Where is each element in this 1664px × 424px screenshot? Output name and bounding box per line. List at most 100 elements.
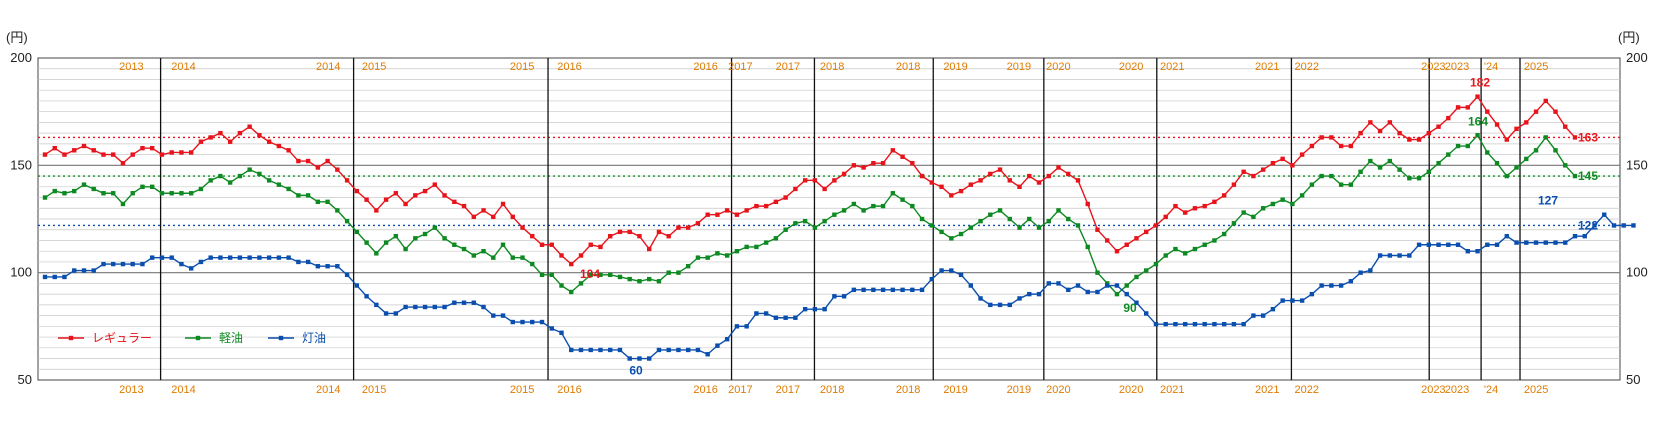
series-point [793,186,798,192]
year-label-top: 2016 [693,61,717,73]
series-point [247,124,252,129]
series-point [237,255,243,260]
series-point [1397,167,1402,172]
legend-marker [68,335,74,341]
series-point [169,255,174,260]
series-point [1290,298,1295,303]
series-point [939,268,944,273]
series-point [929,223,935,228]
value-annotation: 163 [1578,130,1598,144]
series-point [374,251,379,256]
series-point [500,242,506,247]
year-label-top: 2020 [1119,61,1143,73]
series-point [111,191,116,196]
series-point [910,287,915,293]
series-point [666,347,671,353]
series-group [42,94,1578,267]
series-point [1163,214,1168,220]
series-point [101,152,106,157]
year-label-bottom: '24 [1484,384,1498,396]
year-label-bottom: 2021 [1160,384,1184,396]
series-point [1485,150,1490,155]
series-point [1251,214,1256,220]
series-point [500,201,506,207]
series-point [1036,180,1042,185]
series-point [1377,128,1383,134]
series-point [1319,173,1324,179]
series-point [627,229,632,235]
series-point [549,242,554,247]
y-tick-right: 200 [1626,50,1648,65]
series-point [393,311,399,316]
legend-label: 灯油 [302,331,326,345]
series-point [1260,167,1266,172]
series-point [1436,160,1441,166]
series-point [383,311,389,316]
series-point [374,208,379,213]
series-point [968,182,973,187]
series-point [1553,148,1558,153]
year-label-bottom: 2014 [171,384,195,396]
series-point [900,197,905,202]
series-point [101,261,106,267]
series-point [1348,279,1354,284]
year-label-top: 2021 [1160,61,1184,73]
series-point [266,139,272,144]
series-point [1514,126,1519,132]
series-point [286,148,291,153]
series-point [1241,321,1246,327]
series-point [237,173,243,179]
series-point [422,231,428,237]
series-point [305,193,311,198]
series-point [266,178,272,183]
series-point [958,231,964,237]
legend: レギュラー 軽油 灯油 [58,331,326,345]
year-label-bottom: 2016 [557,384,581,396]
series-point [744,324,749,329]
series-point [988,212,993,217]
y-tick-left: 100 [10,265,32,280]
year-label-bottom: 2017 [728,384,752,396]
year-label-top: 2014 [171,61,195,73]
series-point [1348,143,1354,149]
series-point [1416,242,1422,247]
series-point [364,197,369,202]
series-point [1066,287,1071,293]
series-point [695,347,701,353]
series-point [1212,199,1217,205]
series-point [1144,268,1149,273]
series-point [617,347,623,353]
series-point [130,152,135,157]
series-point [1075,223,1081,228]
series-point [939,229,944,235]
series-point [919,216,925,222]
year-label-top: 2017 [776,61,800,73]
series-point [1338,143,1344,149]
series-point [335,208,340,213]
series-point [1543,98,1548,104]
series-point [1592,223,1597,228]
series-point [783,195,788,200]
series-point [1407,253,1412,258]
series-point [442,193,447,198]
year-label-top: 2014 [316,61,340,73]
series-point [783,315,788,320]
series-point [442,304,447,310]
series-point [608,347,613,353]
series-point [1270,201,1276,207]
series-point [608,272,613,278]
series-point [695,221,701,226]
series-point [997,302,1003,308]
series-point [257,255,262,260]
series-point [890,148,896,153]
series-point [793,221,798,226]
series-point [81,268,87,273]
series-point [802,306,808,312]
annotations: 182 163 104 164 145 90 127 122 60 [580,76,1598,378]
value-annotation: 182 [1470,76,1490,90]
year-label-bottom: 2018 [896,384,920,396]
series-point [91,148,96,153]
series-point [1056,165,1061,170]
year-label-bottom: 2019 [943,384,967,396]
series-point [1007,178,1012,183]
